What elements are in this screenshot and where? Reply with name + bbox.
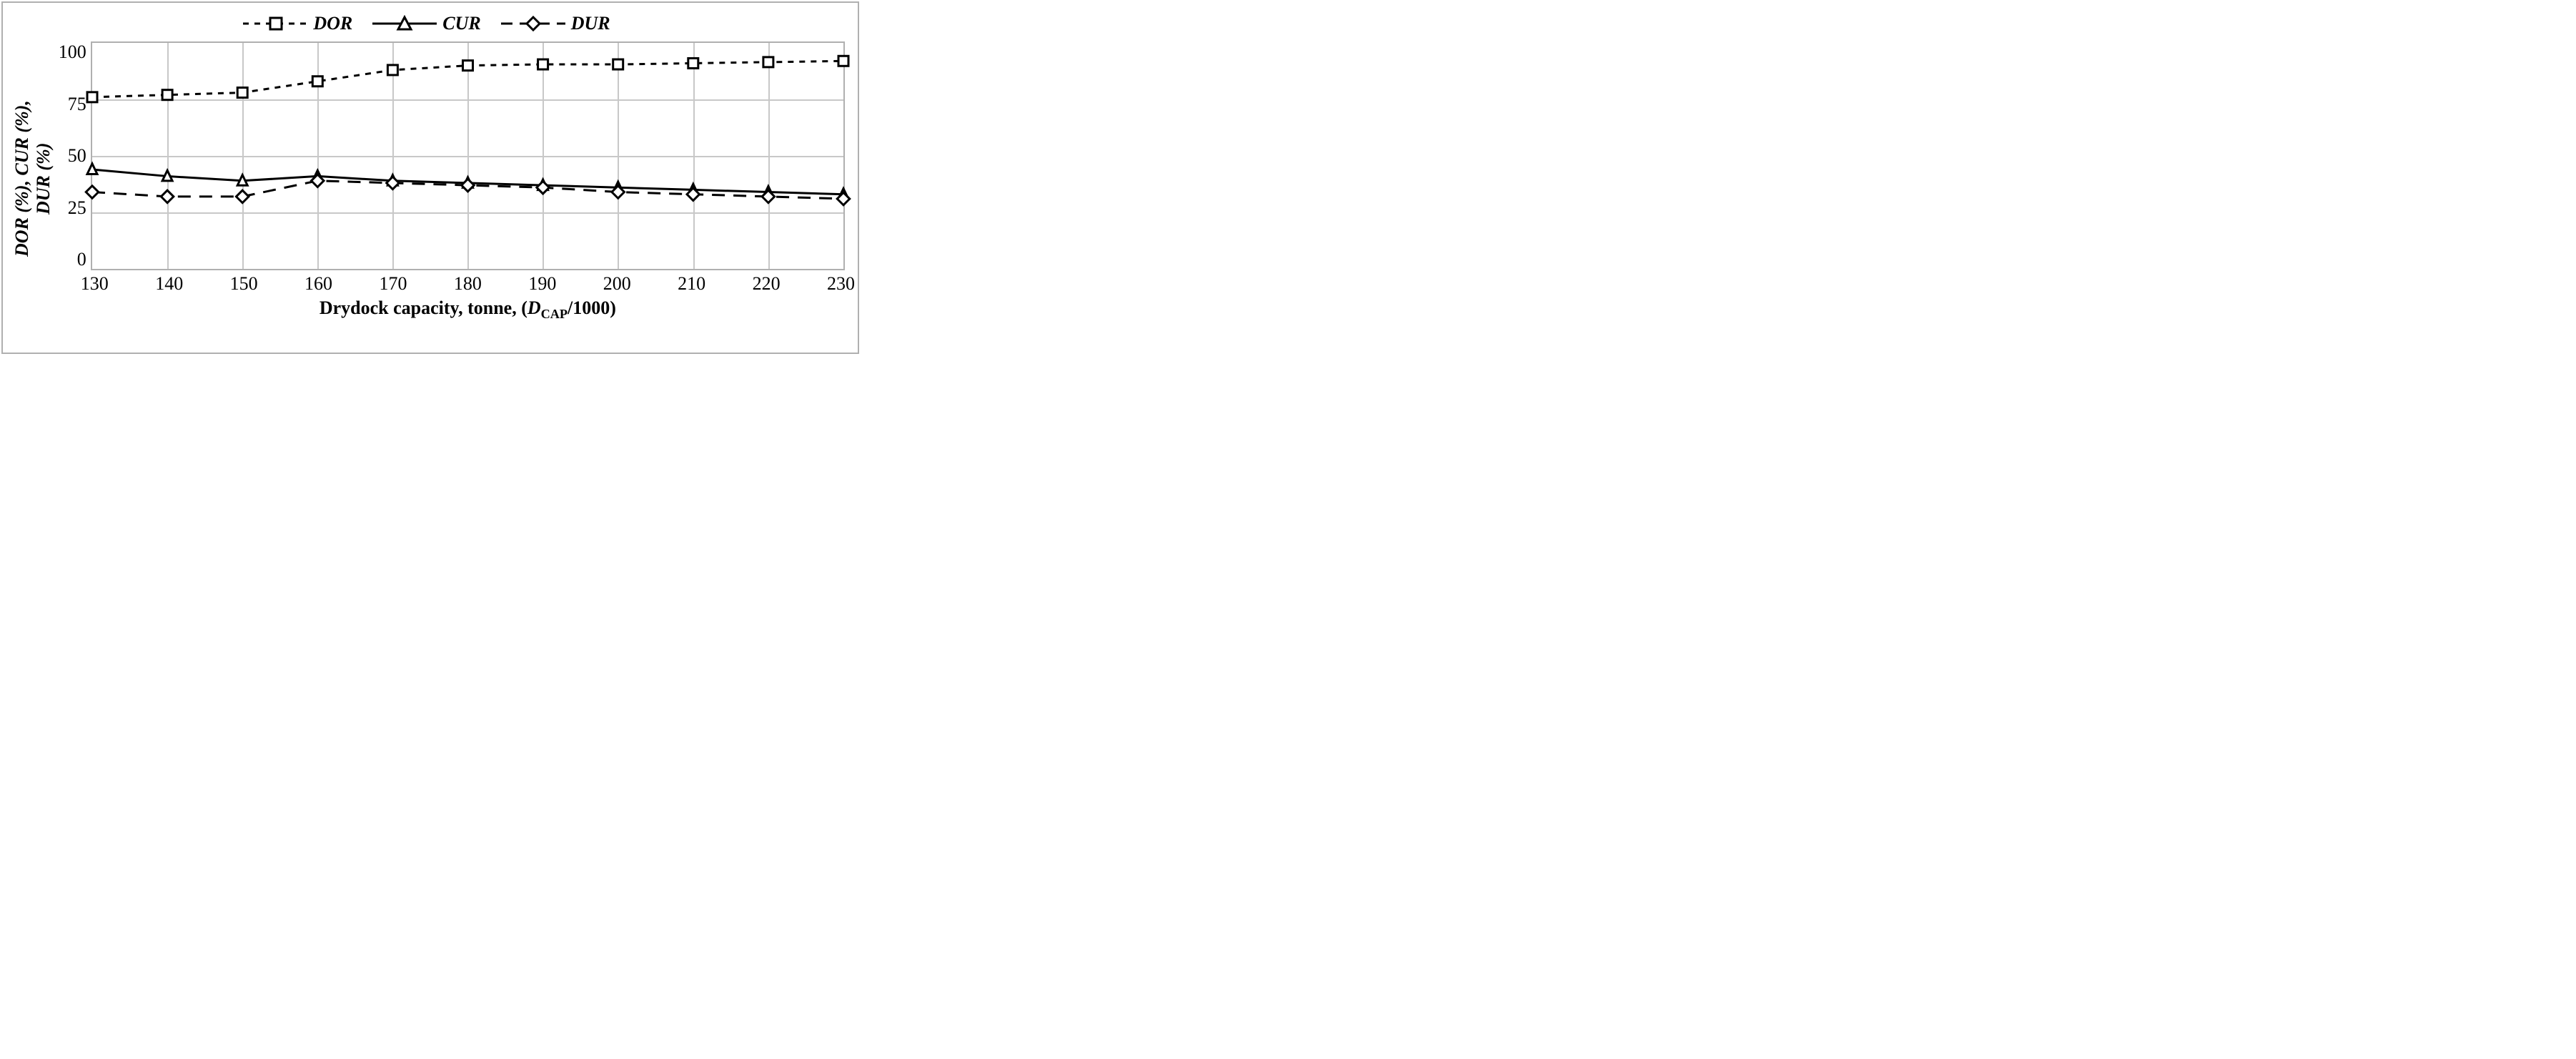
chart-container: DOR CUR DUR DOR (%), CUR (%), DUR (%) 10… (1, 1, 859, 354)
y-axis-ticks: 100 75 50 25 0 (57, 41, 91, 270)
marker-dor (162, 90, 172, 100)
xtick: 210 (678, 273, 705, 295)
xtick: 150 (230, 273, 258, 295)
legend-swatch-cur (372, 15, 437, 32)
xtick: 230 (827, 273, 855, 295)
marker-dor (237, 88, 247, 98)
ytick: 100 (59, 41, 86, 63)
x-axis-ticks: 130 140 150 160 170 180 190 200 210 220 … (81, 270, 855, 295)
legend-item-dur: DUR (501, 13, 610, 34)
xtick: 140 (155, 273, 183, 295)
marker-dor (387, 65, 397, 75)
xlabel-tail: /1000) (568, 297, 616, 318)
legend-label-cur: CUR (442, 13, 480, 34)
xlabel-symbol: D (527, 297, 541, 318)
marker-dor (312, 77, 322, 87)
plot-area (91, 41, 845, 270)
xtick: 130 (81, 273, 109, 295)
marker-dor (838, 56, 848, 66)
xtick: 160 (304, 273, 332, 295)
marker-dur (386, 177, 399, 189)
ytick: 0 (77, 249, 86, 270)
ytick: 25 (68, 197, 86, 219)
x-axis-label: Drydock capacity, tonne, (DCAP/1000) (91, 295, 845, 322)
ytick: 50 (68, 145, 86, 167)
legend-label-dur: DUR (571, 13, 610, 34)
marker-dor (87, 92, 97, 102)
marker-dur (161, 190, 174, 203)
xlabel-sub: CAP (541, 307, 568, 321)
xtick: 180 (454, 273, 482, 295)
legend-swatch-dor (243, 15, 307, 32)
legend-item-dor: DOR (243, 13, 352, 34)
marker-cur (162, 170, 172, 181)
marker-dur (462, 179, 475, 192)
legend: DOR CUR DUR (9, 9, 845, 36)
marker-dur (537, 181, 550, 193)
legend-item-cur: CUR (372, 13, 480, 34)
y-axis-label: DOR (%), CUR (%), DUR (%) (9, 36, 57, 322)
xtick: 190 (528, 273, 556, 295)
marker-dor (688, 58, 698, 68)
legend-label-dor: DOR (313, 13, 352, 34)
marker-cur (237, 175, 247, 186)
xtick: 170 (379, 273, 407, 295)
marker-dor (538, 59, 548, 69)
xlabel-part: Drydock capacity, tonne, ( (319, 297, 527, 318)
xtick: 220 (753, 273, 781, 295)
marker-dor (613, 59, 623, 69)
ytick: 75 (68, 94, 86, 115)
series-layer (92, 43, 843, 269)
marker-dor (763, 57, 773, 67)
marker-dor (462, 61, 472, 71)
xtick: 200 (603, 273, 631, 295)
legend-swatch-dur (501, 15, 565, 32)
marker-dur (236, 190, 249, 203)
